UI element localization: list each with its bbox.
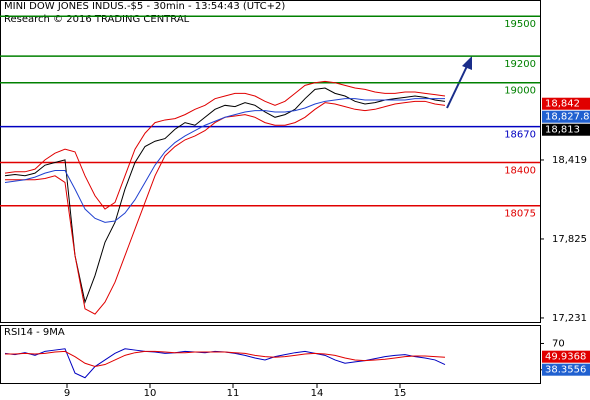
series-line	[4, 348, 446, 379]
last-value-label: 49.9368	[545, 352, 586, 363]
level-label: 18400	[504, 165, 536, 176]
y-tick-label: 17,825	[552, 234, 587, 245]
last-value-box	[542, 123, 590, 136]
x-tick-label: 9	[64, 388, 70, 399]
last-value-label: 18,813	[545, 125, 580, 136]
series-line	[4, 80, 446, 210]
chart-title: MINI DOW JONES INDUS.-$5 - 30min - 13:54…	[4, 1, 285, 12]
x-tick-label: 11	[227, 388, 240, 399]
y-tick-label: 18,419	[552, 155, 587, 166]
level-label: 19000	[504, 86, 536, 97]
rsi-frame	[0, 325, 541, 384]
series-line	[4, 87, 446, 304]
y-tick-label: 17,231	[552, 313, 587, 324]
forecast-arrow	[446, 56, 472, 109]
rsi-title: RSI14 - 9MA	[4, 327, 65, 338]
last-value-label: 18,842	[545, 99, 580, 110]
last-value-label: 18,827.8	[545, 112, 590, 123]
level-label: 19200	[504, 59, 536, 70]
x-tick-label: 15	[394, 388, 407, 399]
series-line	[4, 98, 445, 223]
y-tick-label: 70	[552, 338, 565, 349]
price-frame	[0, 0, 541, 323]
last-value-box	[542, 97, 590, 110]
last-value-box	[542, 110, 590, 123]
last-value-box	[542, 350, 590, 363]
level-label: 18075	[504, 209, 536, 220]
series-line	[5, 350, 446, 368]
x-tick-label: 10	[144, 388, 157, 399]
last-value-label: 38.3556	[545, 365, 586, 376]
level-label: 18670	[504, 130, 536, 141]
chart-subtitle: Research © 2016 TRADING CENTRAL	[4, 14, 190, 25]
x-tick-label: 14	[311, 388, 324, 399]
last-value-box	[542, 363, 590, 376]
series-line	[5, 100, 446, 315]
level-label: 19500	[504, 19, 536, 30]
